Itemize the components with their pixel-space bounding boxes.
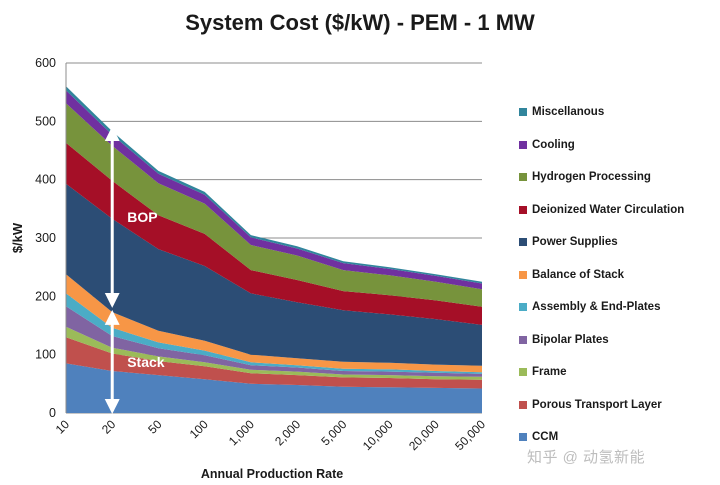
legend-item: Bipolar Plates	[519, 324, 684, 357]
legend-label: Balance of Stack	[532, 268, 625, 281]
chart-legend: Miscellanous Cooling Hydrogen Processing De…	[519, 96, 684, 454]
area-porous-transport-layer	[66, 337, 482, 389]
legend-swatch	[519, 303, 527, 312]
legend-label: Deionized Water Circulation	[532, 203, 685, 216]
legend-item: Balance of Stack	[519, 259, 684, 292]
x-tick-label: 20,000	[406, 417, 442, 453]
x-tick-label: 50	[145, 417, 165, 437]
x-tick-label: 100	[187, 417, 211, 441]
watermark: 知乎 @ 动氢新能	[527, 446, 645, 467]
x-tick-label: 20	[99, 417, 119, 437]
legend-swatch	[519, 270, 527, 279]
legend-label: Cooling	[532, 138, 575, 151]
annotation-label: BOP	[127, 209, 157, 225]
legend-label: Frame	[532, 366, 567, 379]
legend-label: CCM	[532, 431, 559, 444]
legend-item: Hydrogen Processing	[519, 161, 684, 194]
legend-item: Deionized Water Circulation	[519, 194, 684, 227]
area-power-supplies	[66, 183, 482, 366]
legend-label: Assembly & End-Plates	[532, 301, 661, 314]
y-tick-label: 0	[49, 406, 56, 420]
legend-label: Hydrogen Processing	[532, 171, 651, 184]
legend-label: Bipolar Plates	[532, 333, 609, 346]
y-tick-label: 400	[35, 173, 56, 187]
y-tick-label: 100	[35, 348, 56, 362]
stacked-areas	[66, 86, 482, 413]
legend-item: Porous Transport Layer	[519, 389, 684, 422]
legend-swatch	[519, 433, 527, 442]
legend-item: CCM	[519, 421, 684, 454]
watermark-text: 知乎 @ 动氢新能	[527, 449, 646, 466]
legend-swatch	[519, 368, 527, 377]
legend-swatch	[519, 140, 527, 149]
x-tick-label: 10,000	[360, 417, 396, 453]
annotation-label: Stack	[127, 354, 165, 370]
area-deionized-water-circulation	[66, 142, 482, 325]
chart-title: System Cost ($/kW) - PEM - 1 MW	[185, 10, 535, 35]
legend-item: Assembly & End-Plates	[519, 291, 684, 324]
x-tick-label: 50,000	[452, 417, 488, 453]
legend-label: Porous Transport Layer	[532, 398, 662, 411]
x-tick-label: 5,000	[318, 417, 349, 448]
legend-swatch	[519, 173, 527, 182]
y-tick-label: 600	[35, 56, 56, 70]
legend-item: Cooling	[519, 129, 684, 162]
area-hydrogen-processing	[66, 103, 482, 307]
area-cooling	[66, 90, 482, 290]
legend-swatch	[519, 335, 527, 344]
x-axis-label: Annual Production Rate	[201, 467, 343, 481]
legend-item: Power Supplies	[519, 226, 684, 259]
legend-swatch	[519, 205, 527, 214]
legend-label: Miscellanous	[532, 106, 605, 119]
legend-item: Miscellanous	[519, 96, 684, 129]
y-tick-label: 200	[35, 289, 56, 303]
legend-label: Power Supplies	[532, 236, 618, 249]
x-tick-label: 2,000	[272, 417, 303, 448]
area-ccm	[66, 363, 482, 413]
x-tick-label: 1,000	[226, 417, 257, 448]
y-axis-label: $/kW	[10, 222, 25, 253]
legend-item: Frame	[519, 356, 684, 389]
y-tick-label: 500	[35, 114, 56, 128]
legend-swatch	[519, 400, 527, 409]
y-tick-label: 300	[35, 231, 56, 245]
legend-swatch	[519, 238, 527, 247]
legend-swatch	[519, 108, 527, 117]
annotations: BOP Stack	[104, 126, 165, 414]
